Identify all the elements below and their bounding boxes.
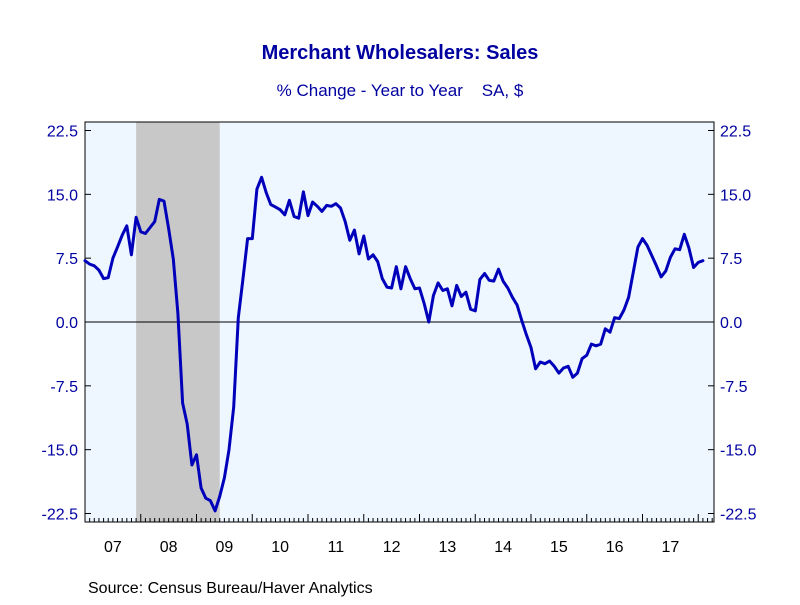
x-tick-label: 16 bbox=[606, 539, 624, 556]
x-tick-label: 13 bbox=[438, 539, 456, 556]
source-note: Source: Census Bureau/Haver Analytics bbox=[88, 580, 373, 597]
x-tick-label: 15 bbox=[550, 539, 568, 556]
x-tick-label: 14 bbox=[494, 539, 512, 556]
y-tick-label-right: -7.5 bbox=[720, 379, 748, 396]
y-tick-label-right: 15.0 bbox=[720, 187, 751, 204]
y-tick-label-left: 22.5 bbox=[47, 124, 78, 141]
x-tick-label: 10 bbox=[271, 539, 289, 556]
y-tick-label-right: 7.5 bbox=[720, 251, 742, 268]
y-tick-label-left: 0.0 bbox=[56, 315, 78, 332]
x-tick-label: 11 bbox=[328, 539, 345, 556]
y-tick-label-left: -22.5 bbox=[42, 506, 79, 523]
y-tick-label-right: -22.5 bbox=[720, 506, 757, 523]
y-tick-label-right: -15.0 bbox=[720, 443, 757, 460]
series-line bbox=[83, 175, 705, 513]
x-tick-label: 08 bbox=[160, 539, 178, 556]
x-tick-label: 12 bbox=[383, 539, 401, 556]
y-tick-label-left: 15.0 bbox=[47, 187, 78, 204]
y-tick-label-right: 0.0 bbox=[720, 315, 742, 332]
chart-subtitle: % Change - Year to Year SA, $ bbox=[277, 81, 524, 100]
x-tick-label: 07 bbox=[104, 539, 122, 556]
y-tick-label-right: 22.5 bbox=[720, 124, 751, 141]
y-tick-label-left: -15.0 bbox=[42, 443, 79, 460]
x-tick-label: 17 bbox=[661, 539, 679, 556]
x-tick-label: 09 bbox=[215, 539, 233, 556]
y-tick-label-left: 7.5 bbox=[56, 251, 78, 268]
chart-title: Merchant Wholesalers: Sales bbox=[262, 42, 539, 64]
y-tick-label-left: -7.5 bbox=[50, 379, 78, 396]
plot-area: 22.5 22.5 15.0 15.0 7.5 7.5 0.0 0.0 -7.5 -7.5 -15.… bbox=[42, 121, 757, 556]
